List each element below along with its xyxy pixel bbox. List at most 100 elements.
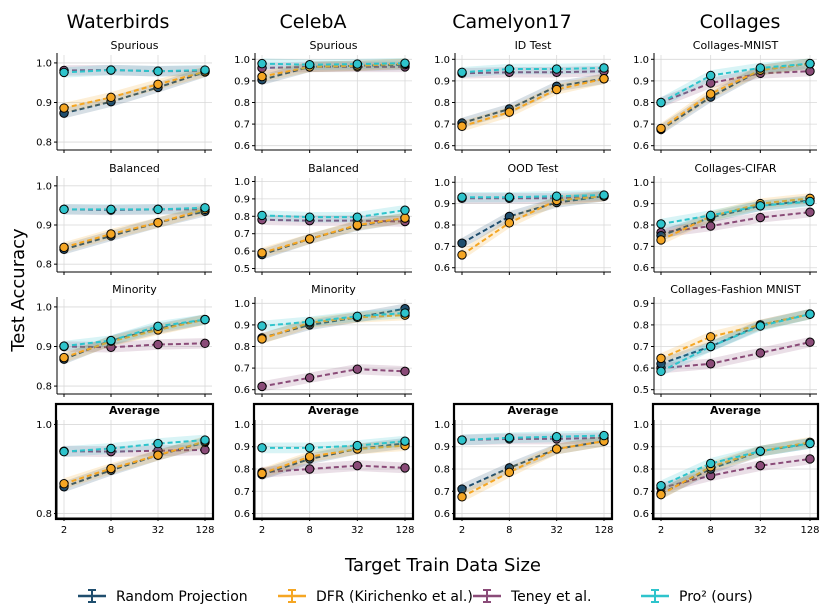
data-point: [400, 366, 410, 377]
data-point: [656, 235, 666, 245]
data-point: [805, 309, 815, 319]
y-tick-label: 0.6: [434, 141, 450, 152]
y-tick-label: 0.9: [434, 199, 450, 210]
series-line: [461, 195, 605, 256]
panel-title: OOD Test: [508, 162, 560, 175]
data-point: [200, 203, 210, 213]
y-tick-label: 0.8: [36, 509, 52, 520]
y-tick-label: 0.8: [434, 221, 450, 232]
y-tick-label: 0.6: [234, 385, 250, 396]
series-line: [261, 444, 406, 475]
data-point: [551, 64, 562, 74]
data-point: [504, 107, 515, 117]
series-pro-ours: [656, 196, 815, 230]
data-point: [755, 348, 766, 358]
series-dfr-kirichenko-et-al: [457, 435, 609, 503]
data-point: [656, 353, 666, 364]
series-band: [64, 314, 205, 363]
y-tick-label: 0.9: [633, 76, 649, 87]
y-tick-label: 1.0: [434, 420, 450, 431]
data-point: [705, 210, 716, 221]
data-point: [304, 443, 315, 453]
series-band: [64, 202, 205, 215]
y-tick-label: 0.6: [234, 509, 250, 520]
series-band: [64, 64, 205, 78]
series-line: [660, 341, 811, 370]
y-tick-label: 0.9: [633, 299, 649, 310]
data-point: [755, 201, 766, 211]
series-pro-ours: [59, 202, 210, 215]
data-point: [656, 481, 666, 491]
data-point: [599, 63, 609, 73]
series-pro-ours: [656, 58, 815, 108]
y-tick-label: 0.8: [234, 342, 250, 353]
data-point: [257, 443, 267, 453]
series-line: [660, 62, 811, 130]
y-tick-label: 0.8: [434, 98, 450, 109]
x-tick-label: 8: [707, 525, 713, 536]
y-tick-label: 0.8: [234, 465, 250, 476]
y-tick-label: 1.0: [234, 299, 250, 310]
series-line: [63, 318, 206, 359]
data-point: [457, 250, 467, 260]
y-tick-label: 1.0: [633, 178, 649, 189]
data-point: [805, 438, 815, 449]
legend-label: Pro² (ours): [679, 589, 753, 605]
data-point: [200, 338, 210, 349]
highlight-frame: [54, 402, 215, 521]
y-tick-label: 0.7: [234, 120, 250, 131]
series-band: [262, 212, 405, 259]
data-point: [59, 67, 69, 78]
series-line: [261, 217, 406, 254]
data-point: [106, 463, 116, 474]
y-tick-label: 1.0: [234, 420, 250, 431]
data-point: [400, 205, 410, 215]
data-point: [755, 321, 766, 331]
data-point: [59, 352, 69, 363]
data-point: [457, 492, 467, 502]
series-band: [661, 65, 810, 108]
data-point: [755, 212, 766, 223]
y-axis-label: Test Accuracy: [8, 228, 29, 353]
panel-waterbirds-balanced: 0.8 0.9 1.0 Balanced: [36, 162, 212, 275]
panel-waterbirds-spurious: 0.8 0.9 1.0 Spurious: [36, 39, 212, 153]
series-band: [262, 212, 405, 260]
panel-celeba-minority: 0.6 0.7 0.8 0.9 1.0 Minority: [234, 283, 412, 397]
x-tick-label: 2: [259, 525, 265, 536]
data-point: [59, 103, 69, 113]
data-point: [805, 207, 815, 217]
data-point: [352, 440, 363, 451]
data-point: [153, 79, 163, 89]
series-dfr-kirichenko-et-al: [457, 73, 609, 132]
series-pro-ours: [457, 189, 609, 203]
data-point: [805, 454, 815, 464]
series-pro-ours: [457, 430, 609, 446]
column-title-collages: Collages: [700, 11, 781, 33]
series-band: [64, 436, 205, 493]
data-point: [352, 460, 363, 471]
data-point: [304, 373, 315, 383]
data-point: [200, 435, 210, 445]
series-band: [661, 436, 810, 501]
series-pro-ours: [656, 308, 815, 377]
column-title-waterbirds: Waterbirds: [67, 11, 170, 33]
data-point: [805, 196, 815, 207]
series-pro-ours: [59, 434, 210, 458]
data-point: [457, 192, 467, 202]
panel-title: Average: [710, 404, 761, 417]
x-tick-label: 8: [506, 525, 512, 536]
data-point: [705, 359, 716, 369]
panel-waterbirds-minority: 0.8 0.9 1.0 Minority: [36, 283, 212, 397]
panel-title: Balanced: [308, 162, 359, 175]
series-band: [462, 189, 604, 203]
y-tick-label: 0.8: [234, 212, 250, 223]
column-title-camelyon17: Camelyon17: [452, 11, 571, 33]
data-point: [656, 97, 666, 108]
series-line: [63, 71, 206, 115]
series-band: [64, 204, 205, 216]
series-band: [64, 434, 205, 458]
series-band: [661, 308, 810, 377]
data-point: [304, 212, 315, 222]
series-band: [661, 58, 810, 135]
